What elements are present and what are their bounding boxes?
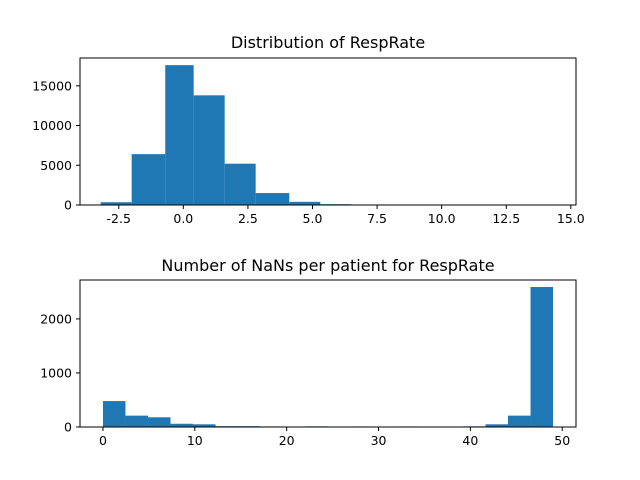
- y-tick-label: 5000: [40, 158, 72, 173]
- histogram-bar: [131, 154, 166, 205]
- y-tick-label: 10000: [32, 118, 72, 133]
- bars: [100, 65, 556, 205]
- x-tick-label: 0.0: [173, 211, 193, 226]
- x-tick-label: 10: [187, 433, 203, 448]
- x-tick-label: 40: [462, 433, 478, 448]
- y-axis: 0 5000 10000 15000: [32, 78, 80, 213]
- x-axis: 0 10 20 30 40 50: [99, 427, 570, 448]
- y-axis: 0 1000 2000: [40, 311, 80, 435]
- histogram-bar: [147, 417, 171, 427]
- histogram-bar: [289, 201, 321, 205]
- x-tick-label: 10.0: [428, 211, 456, 226]
- x-tick-label: 50: [554, 433, 570, 448]
- y-tick-label: 1000: [40, 365, 72, 380]
- y-tick-label: 0: [64, 420, 72, 435]
- x-tick-label: 0: [99, 433, 107, 448]
- x-tick-label: 30: [371, 433, 387, 448]
- x-tick-label: 15.0: [557, 211, 585, 226]
- histogram-bar: [102, 401, 126, 427]
- x-tick-label: 12.5: [492, 211, 520, 226]
- histogram-bar: [485, 424, 509, 427]
- x-tick-label: -2.5: [107, 211, 131, 226]
- x-tick-label: 7.5: [367, 211, 387, 226]
- histogram-bar: [508, 415, 531, 427]
- axes-frame: [79, 279, 577, 428]
- histogram-bar: [125, 415, 148, 427]
- histogram-bar: [170, 423, 193, 427]
- chart-title: Number of NaNs per patient for RespRate: [161, 256, 494, 275]
- x-tick-label: 2.5: [238, 211, 258, 226]
- chart-resprate-nans: Number of NaNs per patient for RespRate …: [40, 256, 577, 448]
- chart-title: Distribution of RespRate: [231, 33, 425, 52]
- histogram-bar: [100, 202, 132, 205]
- histogram-bar: [530, 287, 554, 427]
- x-axis: -2.5 0.0 2.5 5.0 7.5 10.0 12.5 15.0: [107, 205, 585, 226]
- histogram-bar: [192, 424, 216, 427]
- x-tick-label: 20: [279, 433, 295, 448]
- x-tick-label: 5.0: [303, 211, 323, 226]
- histogram-bar: [255, 193, 290, 205]
- chart-resprate-distribution: Distribution of RespRate -2.5 0.0 2.5 5.0 7.…: [32, 33, 585, 226]
- axes-frame: [79, 57, 577, 206]
- y-tick-label: 0: [64, 198, 72, 213]
- y-tick-label: 2000: [40, 311, 72, 326]
- histogram-bar: [224, 163, 256, 205]
- histogram-bar: [165, 65, 194, 205]
- y-tick-label: 15000: [32, 78, 72, 93]
- histogram-bar: [193, 95, 225, 205]
